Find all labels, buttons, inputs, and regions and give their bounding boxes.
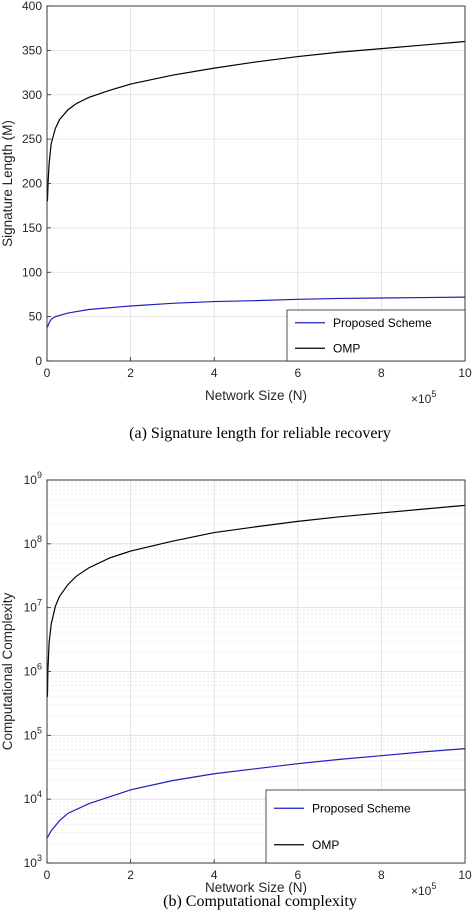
chart1-x-multiplier-exp: 5 xyxy=(431,881,436,891)
chart1-x-axis-label: Network Size (N) xyxy=(205,880,307,895)
chart1-legend: Proposed Scheme OMP xyxy=(265,789,466,864)
chart1-ytick-label-1: 104 xyxy=(24,789,42,806)
chart0-legend-label-omp: OMP xyxy=(333,341,360,355)
chart0-legend: Proposed Scheme OMP xyxy=(286,309,466,362)
chart0-x-multiplier-base: ×10 xyxy=(411,392,432,406)
chart1-ytick-exp-3: 6 xyxy=(37,662,42,672)
chart1-ytick-label-6: 109 xyxy=(24,470,42,487)
chart0-x-axis-label: Network Size (N) xyxy=(205,388,307,403)
chart1-legend-box xyxy=(265,789,466,864)
chart1-ytick-label-4: 107 xyxy=(24,598,42,615)
chart1-y-axis-label: Computational Complexity xyxy=(0,592,15,750)
chart0-xtick-label-4: 8 xyxy=(378,366,385,380)
chart0-xtick-label-2: 4 xyxy=(211,366,218,380)
chart1-xtick-label-4: 8 xyxy=(378,868,385,882)
chart0-ytick-label-2: 100 xyxy=(22,265,42,279)
chart1-legend-label-proposed-scheme: Proposed Scheme xyxy=(312,801,411,815)
chart1-xtick-label-5: 10 xyxy=(458,868,472,882)
chart0-y-axis-label: Signature Length (M) xyxy=(0,120,15,247)
chart1-x-multiplier-base: ×10 xyxy=(411,884,432,898)
chart0-x-multiplier: ×105 xyxy=(411,389,436,406)
chart1-ytick-exp-4: 7 xyxy=(37,598,42,608)
chart1-legend-label-omp: OMP xyxy=(312,838,339,852)
chart0-ytick-label-5: 250 xyxy=(22,132,42,146)
chart1-ytick-exp-0: 3 xyxy=(37,853,42,863)
chart0-legend-box xyxy=(286,309,466,362)
chart1-xtick-label-1: 2 xyxy=(127,868,134,882)
chart0-ytick-label-8: 400 xyxy=(22,0,42,13)
chart0-series-omp-line xyxy=(46,40,466,202)
chart1-ytick-base-3: 10 xyxy=(24,665,38,679)
chart1-xtick-label-2: 4 xyxy=(211,868,218,882)
chart0-legend-label-proposed-scheme: Proposed Scheme xyxy=(333,316,432,330)
chart1-ytick-base-4: 10 xyxy=(24,601,38,615)
chart1-ytick-base-0: 10 xyxy=(24,856,38,870)
chart1-ytick-exp-6: 9 xyxy=(37,470,42,480)
chart0-ytick-label-4: 200 xyxy=(22,177,42,191)
chart0-ytick-label-3: 150 xyxy=(22,221,42,235)
chart0-xtick-label-0: 0 xyxy=(44,366,51,380)
chart0-xtick-label-5: 10 xyxy=(458,366,472,380)
chart1-xtick-label-0: 0 xyxy=(44,868,51,882)
chart1-xtick-label-3: 6 xyxy=(294,868,301,882)
chart0-caption: (a) Signature length for reliable recove… xyxy=(129,425,391,442)
chart0-ytick-label-7: 350 xyxy=(22,43,42,57)
chart1-x-multiplier: ×105 xyxy=(411,881,436,898)
chart1-ytick-base-6: 10 xyxy=(24,473,38,487)
chart0-xtick-label-3: 6 xyxy=(294,366,301,380)
chart0-ytick-label-6: 300 xyxy=(22,88,42,102)
chart1-ytick-label-3: 106 xyxy=(24,662,42,679)
chart1-ytick-label-2: 105 xyxy=(24,725,42,742)
chart0-ytick-label-0: 0 xyxy=(35,354,42,368)
chart1-ytick-base-1: 10 xyxy=(24,792,38,806)
chart1-ytick-label-0: 103 xyxy=(24,853,42,870)
chart0-ytick-label-1: 50 xyxy=(29,310,43,324)
chart1-ytick-exp-2: 5 xyxy=(37,725,42,735)
chart1-ytick-label-5: 108 xyxy=(24,534,42,551)
chart0-xtick-label-1: 2 xyxy=(127,366,134,380)
chart1-ytick-base-5: 10 xyxy=(24,537,38,551)
chart1-caption: (b) Computational complexity xyxy=(163,893,357,910)
chart1-ytick-exp-1: 4 xyxy=(37,789,42,799)
chart0-series-proposed-scheme-line xyxy=(46,296,466,328)
chart1-ytick-exp-5: 8 xyxy=(37,534,42,544)
chart1-series-proposed-scheme-line xyxy=(46,747,466,838)
chart1-ytick-base-2: 10 xyxy=(24,728,38,742)
chart1-series-omp-line xyxy=(46,504,466,697)
chart0-x-multiplier-exp: 5 xyxy=(431,389,436,399)
